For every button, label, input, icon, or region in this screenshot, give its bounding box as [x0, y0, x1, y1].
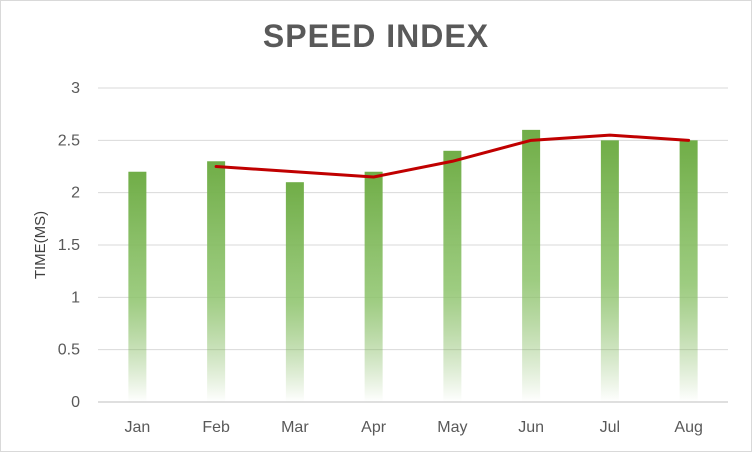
y-tick-label: 1.5	[58, 237, 80, 254]
x-tick-label: Jun	[518, 419, 544, 436]
x-tick-label: Jan	[124, 419, 150, 436]
bar-jun	[522, 129, 541, 402]
x-tick-label: Feb	[202, 419, 230, 436]
y-tick-label: 0.5	[58, 342, 80, 359]
y-tick-label: 3	[71, 80, 80, 97]
bar-may	[443, 150, 462, 402]
line-series	[214, 133, 691, 179]
x-tick-label: Jul	[600, 419, 620, 436]
y-tick-label: 2.5	[58, 132, 80, 149]
bar-mar	[285, 182, 304, 402]
x-tick-label: Aug	[674, 419, 702, 436]
chart-title: SPEED INDEX	[262, 18, 490, 54]
bar-jul	[600, 140, 619, 403]
bar-feb	[207, 161, 226, 402]
bar-apr	[364, 171, 383, 402]
bar-aug	[679, 140, 698, 403]
x-tick-label: Mar	[281, 419, 309, 436]
y-tick-label: 0	[71, 394, 80, 411]
y-tick-label: 2	[71, 185, 80, 202]
y-tick-label: 1	[71, 289, 80, 306]
x-tick-label: Apr	[361, 419, 387, 436]
y-axis-label: TIME(MS)	[32, 211, 49, 279]
bar-jan	[128, 171, 147, 402]
x-tick-label: May	[437, 419, 467, 436]
